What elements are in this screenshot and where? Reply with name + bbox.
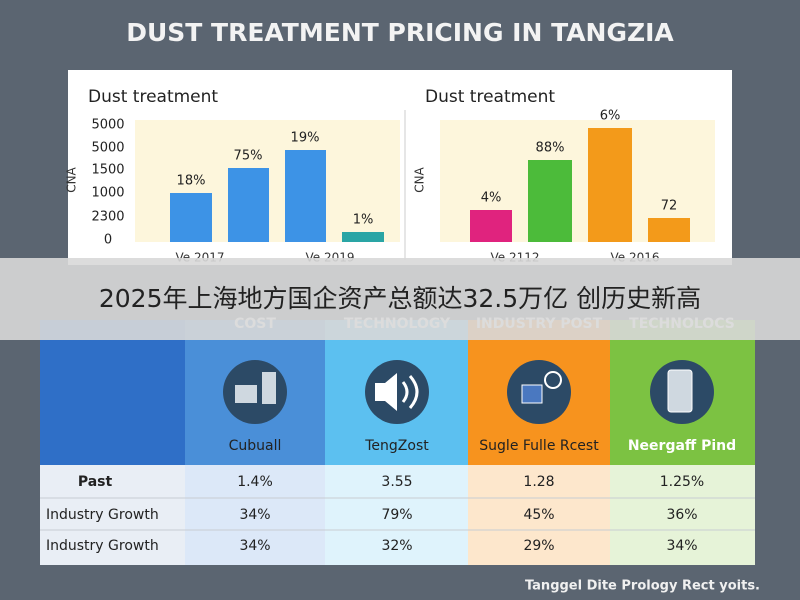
bar-label: 1%	[353, 213, 374, 228]
icon-shape	[375, 373, 397, 411]
row-label: Industry Growth	[46, 507, 159, 523]
row-label: Past	[78, 474, 113, 490]
cell: 1.25%	[660, 474, 704, 490]
bar	[170, 193, 212, 242]
y-tick-label: 0	[104, 233, 112, 248]
icon-shape	[401, 375, 419, 409]
cell: 32%	[381, 538, 412, 554]
cell: 34%	[239, 538, 270, 554]
y-tick-label: 1000	[91, 186, 124, 201]
bar	[528, 160, 572, 242]
column-cells	[468, 465, 610, 565]
column-label: Sugle Fulle Rcest	[479, 438, 599, 454]
column-label: TengZost	[364, 438, 429, 454]
chart-title: Dust treatment	[88, 87, 218, 107]
bar-label: 75%	[234, 149, 263, 164]
cell: 29%	[523, 538, 554, 554]
icon-shape	[235, 385, 257, 403]
bar-label: 6%	[600, 109, 621, 124]
cell: 1.28	[523, 474, 554, 490]
chart-title: Dust treatment	[425, 87, 555, 107]
icon-shape	[667, 369, 693, 413]
banner-text: 2025年上海地方国企资产总额达32.5万亿 创历史新高	[99, 284, 701, 313]
icon-shape	[262, 372, 276, 404]
bar-label: 72	[661, 199, 678, 214]
left-block	[40, 320, 185, 465]
axis-label: CNA	[413, 166, 427, 192]
column-label: Cubuall	[229, 438, 282, 454]
bar	[342, 232, 384, 242]
cell: 79%	[381, 507, 412, 523]
cell: 45%	[523, 507, 554, 523]
cell: 34%	[666, 538, 697, 554]
bar-label: 88%	[536, 141, 565, 156]
row-label: Industry Growth	[46, 538, 159, 554]
title: DUST TREATMENT PRICING IN TANGZIA	[126, 18, 674, 47]
banner	[0, 258, 800, 340]
footer: Tanggel Dite Prology Rect yoits.	[525, 579, 760, 594]
y-tick-label: 1500	[91, 163, 124, 178]
y-tick-label: 5000	[91, 118, 124, 133]
column-cells	[610, 465, 755, 565]
bar	[285, 150, 326, 242]
icon-shape	[544, 371, 562, 389]
bar	[588, 128, 632, 242]
axis-label: CNA	[65, 166, 79, 192]
bar	[228, 168, 269, 242]
column-cells	[185, 465, 325, 565]
y-tick-label: 2300	[91, 210, 124, 225]
cell: 36%	[666, 507, 697, 523]
y-tick-label: 5000	[91, 141, 124, 156]
cell: 3.55	[381, 474, 412, 490]
icon-shape	[521, 384, 543, 404]
bar-label: 4%	[481, 191, 502, 206]
column-cells	[325, 465, 468, 565]
cell: 1.4%	[237, 474, 273, 490]
bar	[648, 218, 690, 242]
bar-label: 18%	[177, 174, 206, 189]
bar-label: 19%	[291, 131, 320, 146]
bar	[470, 210, 512, 242]
cell: 34%	[239, 507, 270, 523]
column-label: Neergaff Pind	[628, 438, 736, 454]
